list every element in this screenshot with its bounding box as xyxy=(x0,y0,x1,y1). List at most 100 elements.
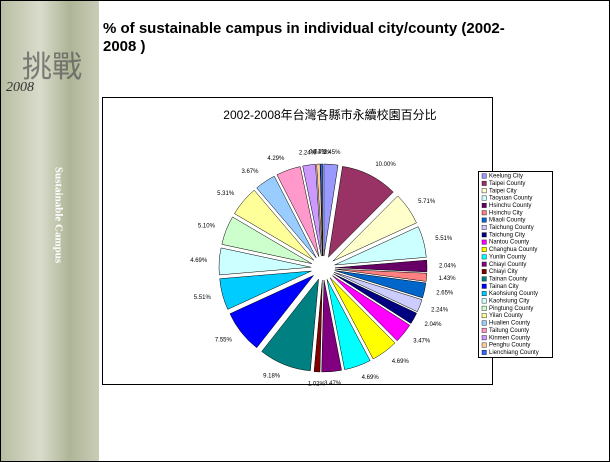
data-label: 5.51% xyxy=(194,295,212,301)
legend-label: Hualien County xyxy=(489,321,530,327)
data-label: 5.71% xyxy=(418,199,436,205)
pie-slice xyxy=(261,278,319,372)
pie-hole xyxy=(315,260,331,276)
legend-label: Kinmen County xyxy=(489,335,530,341)
pie-slice xyxy=(323,163,339,257)
legend-label: Taoyuan County xyxy=(489,196,532,202)
legend-swatch xyxy=(481,305,487,311)
legend-label: Taichung County xyxy=(489,225,534,231)
legend-swatch xyxy=(481,327,487,333)
data-label: 7.55% xyxy=(215,337,233,343)
pie-slice xyxy=(333,273,417,324)
data-label: 2.04% xyxy=(424,322,442,328)
legend-label: Taichung City xyxy=(489,232,525,238)
pie-slice xyxy=(334,268,428,282)
legend-swatch xyxy=(481,195,487,201)
legend-label: Hsinchu County xyxy=(489,203,531,209)
pie-slice xyxy=(219,270,312,310)
calligraphy: 挑戰 xyxy=(22,51,82,84)
data-label: 3.47% xyxy=(413,338,431,344)
legend-swatch xyxy=(481,313,487,319)
legend-label: Hsinchu City xyxy=(489,210,523,216)
legend-swatch xyxy=(481,342,487,348)
legend-swatch xyxy=(481,261,487,267)
legend-swatch xyxy=(481,180,487,186)
legend-swatch xyxy=(481,283,487,289)
data-label: 9.18% xyxy=(263,373,281,379)
legend-label: Tainan City xyxy=(489,284,519,290)
data-label: 2.45% xyxy=(323,150,341,156)
title-box: % of sustainable campus in individual ci… xyxy=(103,20,505,55)
data-label: 2.24% xyxy=(431,308,449,314)
data-label: 4.69% xyxy=(362,375,380,381)
data-label: 3.47% xyxy=(324,381,342,387)
legend-swatch xyxy=(481,217,487,223)
legend-swatch xyxy=(481,247,487,252)
legend-label: Lienchiang County xyxy=(489,350,539,356)
legend-label: Penghu County xyxy=(489,343,530,349)
pie-slice xyxy=(332,275,411,342)
legend-swatch xyxy=(481,335,487,341)
data-label: 2.24% xyxy=(299,151,317,157)
data-label: 10.00% xyxy=(375,162,396,168)
legend-label: Nantou County xyxy=(489,240,529,246)
pie-slice xyxy=(229,275,314,349)
legend-label: Taipei County xyxy=(489,181,525,187)
pie-slice xyxy=(332,195,417,262)
legend-swatch xyxy=(481,188,487,194)
legend-label: Chiayi City xyxy=(489,269,518,275)
pie-slice xyxy=(316,163,323,257)
data-label: 2.04% xyxy=(439,263,457,269)
legend-label: Chiayi County xyxy=(489,262,526,268)
legend-swatch xyxy=(481,320,487,326)
year: 2008 xyxy=(6,80,34,95)
legend-swatch xyxy=(481,173,487,179)
legend-swatch xyxy=(481,202,487,208)
legend-label: Pingtung County xyxy=(489,306,533,312)
pie-slice xyxy=(276,166,320,257)
legend-label: Yunlin County xyxy=(489,254,526,260)
data-label: 0.61% xyxy=(309,150,327,156)
chart-title: 2002-2008年台灣各縣市永續校園百分比 xyxy=(223,107,436,122)
legend-swatch xyxy=(481,291,487,296)
pie-slice xyxy=(334,270,427,299)
pie-slice xyxy=(221,216,312,264)
legend-swatch xyxy=(481,269,487,274)
legend-label: Tainan County xyxy=(489,276,527,282)
pie-slice xyxy=(234,189,315,261)
legend xyxy=(478,171,553,358)
slide-title: % of sustainable campus in individual ci… xyxy=(103,20,505,55)
data-label: 1.02% xyxy=(308,381,326,387)
data-label: 0.41% xyxy=(313,150,331,156)
sidebar xyxy=(1,1,99,461)
legend-label: Taipei City xyxy=(489,188,517,194)
pie-slice xyxy=(313,279,323,373)
data-label: 5.51% xyxy=(435,236,453,242)
data-label: 4.69% xyxy=(392,359,410,365)
pie-slice xyxy=(321,279,342,373)
pie-slice xyxy=(302,164,322,257)
legend-swatch xyxy=(481,350,487,355)
legend-label: Taitung County xyxy=(489,328,529,334)
pie-slice xyxy=(256,175,317,259)
legend-swatch xyxy=(481,298,487,304)
pie-slice xyxy=(328,166,394,259)
legend-swatch xyxy=(481,254,487,260)
pie-slice xyxy=(320,163,324,257)
legend-swatch xyxy=(481,239,487,245)
pie-slice xyxy=(334,259,428,273)
legend-label: Changhua County xyxy=(489,247,537,253)
legend-label: Kaohsiung County xyxy=(489,291,538,297)
legend-swatch xyxy=(481,210,487,216)
legend-label: Miaoli County xyxy=(489,218,525,224)
legend-label: Keelung City xyxy=(489,174,523,180)
data-label: 5.31% xyxy=(217,191,235,197)
legend-swatch xyxy=(481,232,487,238)
pie-slice xyxy=(326,279,371,370)
legend-label: Yilan County xyxy=(489,313,523,319)
pie-slice xyxy=(334,272,423,313)
pie-slice xyxy=(329,277,396,360)
data-label: 4.29% xyxy=(267,156,285,162)
data-label: 3.67% xyxy=(241,169,259,175)
